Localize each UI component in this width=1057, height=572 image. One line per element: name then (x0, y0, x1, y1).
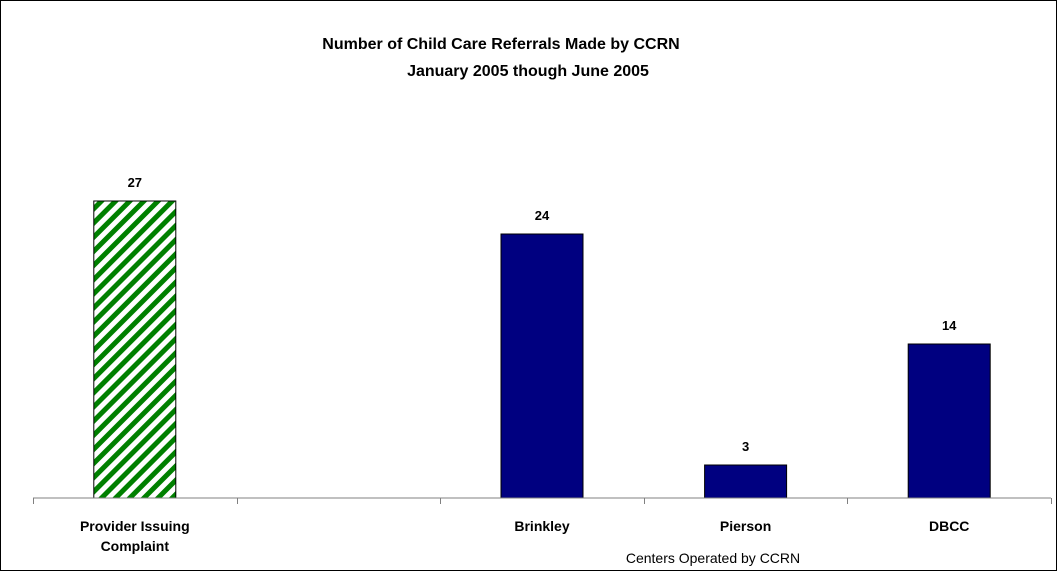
bar-dbcc (907, 343, 991, 499)
chart-subtitle: January 2005 though June 2005 (407, 63, 649, 80)
data-label: 14 (942, 318, 957, 333)
x-axis (33, 497, 1052, 504)
bar-brinkley (500, 233, 584, 499)
bar-provider-issuing-complaint (93, 200, 177, 499)
group-label: Centers Operated by CCRN (626, 550, 800, 566)
bars-layer (93, 200, 991, 499)
chart-title: Number of Child Care Referrals Made by C… (322, 36, 679, 53)
bar-pierson (704, 464, 788, 499)
labels-layer: 27 Provider Issuing Complaint 24 Brinkley 3 Pi… (80, 175, 969, 554)
data-label: 3 (742, 439, 749, 454)
category-label: Brinkley (514, 518, 569, 534)
data-label: 27 (128, 175, 142, 190)
category-label: Pierson (720, 518, 771, 534)
category-label: Provider Issuing Complaint (80, 518, 190, 554)
data-label: 24 (535, 208, 550, 223)
category-label: DBCC (929, 518, 969, 534)
